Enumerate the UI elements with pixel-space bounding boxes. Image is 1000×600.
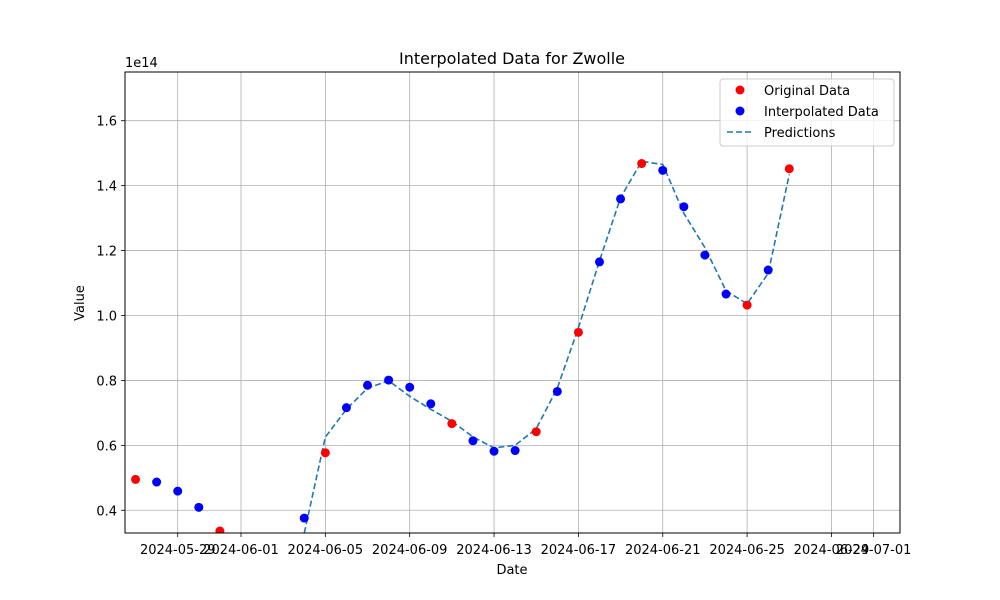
x-tick-label: 2024-07-01: [836, 543, 912, 558]
original-data-point: [447, 419, 457, 429]
y-axis: 0.4 0.6 0.8 1.0 1.2 1.4 1.6: [96, 115, 125, 519]
interpolated-data-point: [173, 486, 183, 496]
interpolated-data-point: [700, 250, 710, 260]
interpolated-data-point: [468, 436, 478, 446]
interpolated-data-point: [594, 257, 604, 267]
interpolated-data-point: [552, 386, 562, 396]
y-tick-label: 1.2: [96, 245, 117, 260]
original-data-point: [784, 164, 794, 174]
interpolated-data-point: [194, 502, 204, 512]
y-tick-label: 0.6: [96, 439, 117, 454]
original-data-point: [131, 474, 141, 484]
interpolated-data-point: [721, 289, 731, 299]
interpolated-data-point: [384, 375, 394, 385]
interpolated-data-point: [152, 477, 162, 487]
y-tick-label: 0.8: [96, 374, 117, 389]
legend: Original Data Interpolated Data Predicti…: [719, 78, 895, 147]
legend-marker-interpolated: [735, 106, 745, 116]
legend-box: [719, 78, 895, 147]
plot-background: [125, 72, 900, 533]
interpolated-data-point: [616, 194, 626, 204]
interpolated-data-point: [489, 446, 499, 456]
y-offset-label: 1e14: [125, 56, 158, 71]
interpolated-data-point: [426, 399, 436, 409]
original-data-point: [573, 327, 583, 337]
y-tick-label: 1.0: [96, 309, 117, 324]
legend-label-interpolated: Interpolated Data: [764, 105, 879, 120]
interpolated-data-point: [658, 165, 668, 175]
grid: [125, 72, 900, 533]
legend-label-original: Original Data: [764, 84, 850, 99]
y-axis-label: Value: [73, 285, 88, 321]
interpolated-data-point: [341, 403, 351, 413]
interpolated-data-point: [679, 202, 689, 212]
plot-area: [131, 159, 794, 533]
x-tick-label: 2024-05-29: [140, 543, 216, 558]
legend-marker-original: [735, 85, 745, 95]
original-data-point: [320, 448, 330, 458]
x-tick-label: 2024-06-05: [288, 543, 364, 558]
y-tick-label: 0.4: [96, 504, 117, 519]
chart-title: Interpolated Data for Zwolle: [399, 49, 625, 68]
y-tick-label: 1.4: [96, 180, 117, 195]
interpolated-data-point: [510, 446, 520, 456]
x-tick-label: 2024-06-09: [372, 543, 448, 558]
interpolated-data-point: [405, 382, 415, 392]
original-data-point: [742, 300, 752, 310]
x-tick-label: 2024-06-17: [541, 543, 617, 558]
original-data-point: [637, 159, 647, 169]
original-data-point: [215, 526, 225, 533]
x-tick-label: 2024-06-25: [709, 543, 785, 558]
original-data-point: [531, 427, 541, 437]
interpolated-data-point: [299, 513, 309, 523]
x-tick-label: 2024-06-29: [794, 543, 870, 558]
interpolated-data-point: [363, 380, 373, 390]
x-tick-label: 2024-06-01: [203, 543, 279, 558]
x-axis-label: Date: [496, 563, 527, 578]
x-tick-label: 2024-06-21: [625, 543, 701, 558]
interpolated-data-point: [763, 265, 773, 275]
plot-frame: [124, 71, 901, 534]
legend-label-predictions: Predictions: [764, 126, 836, 141]
y-tick-label: 1.6: [96, 115, 117, 130]
x-tick-label: 2024-06-13: [456, 543, 532, 558]
